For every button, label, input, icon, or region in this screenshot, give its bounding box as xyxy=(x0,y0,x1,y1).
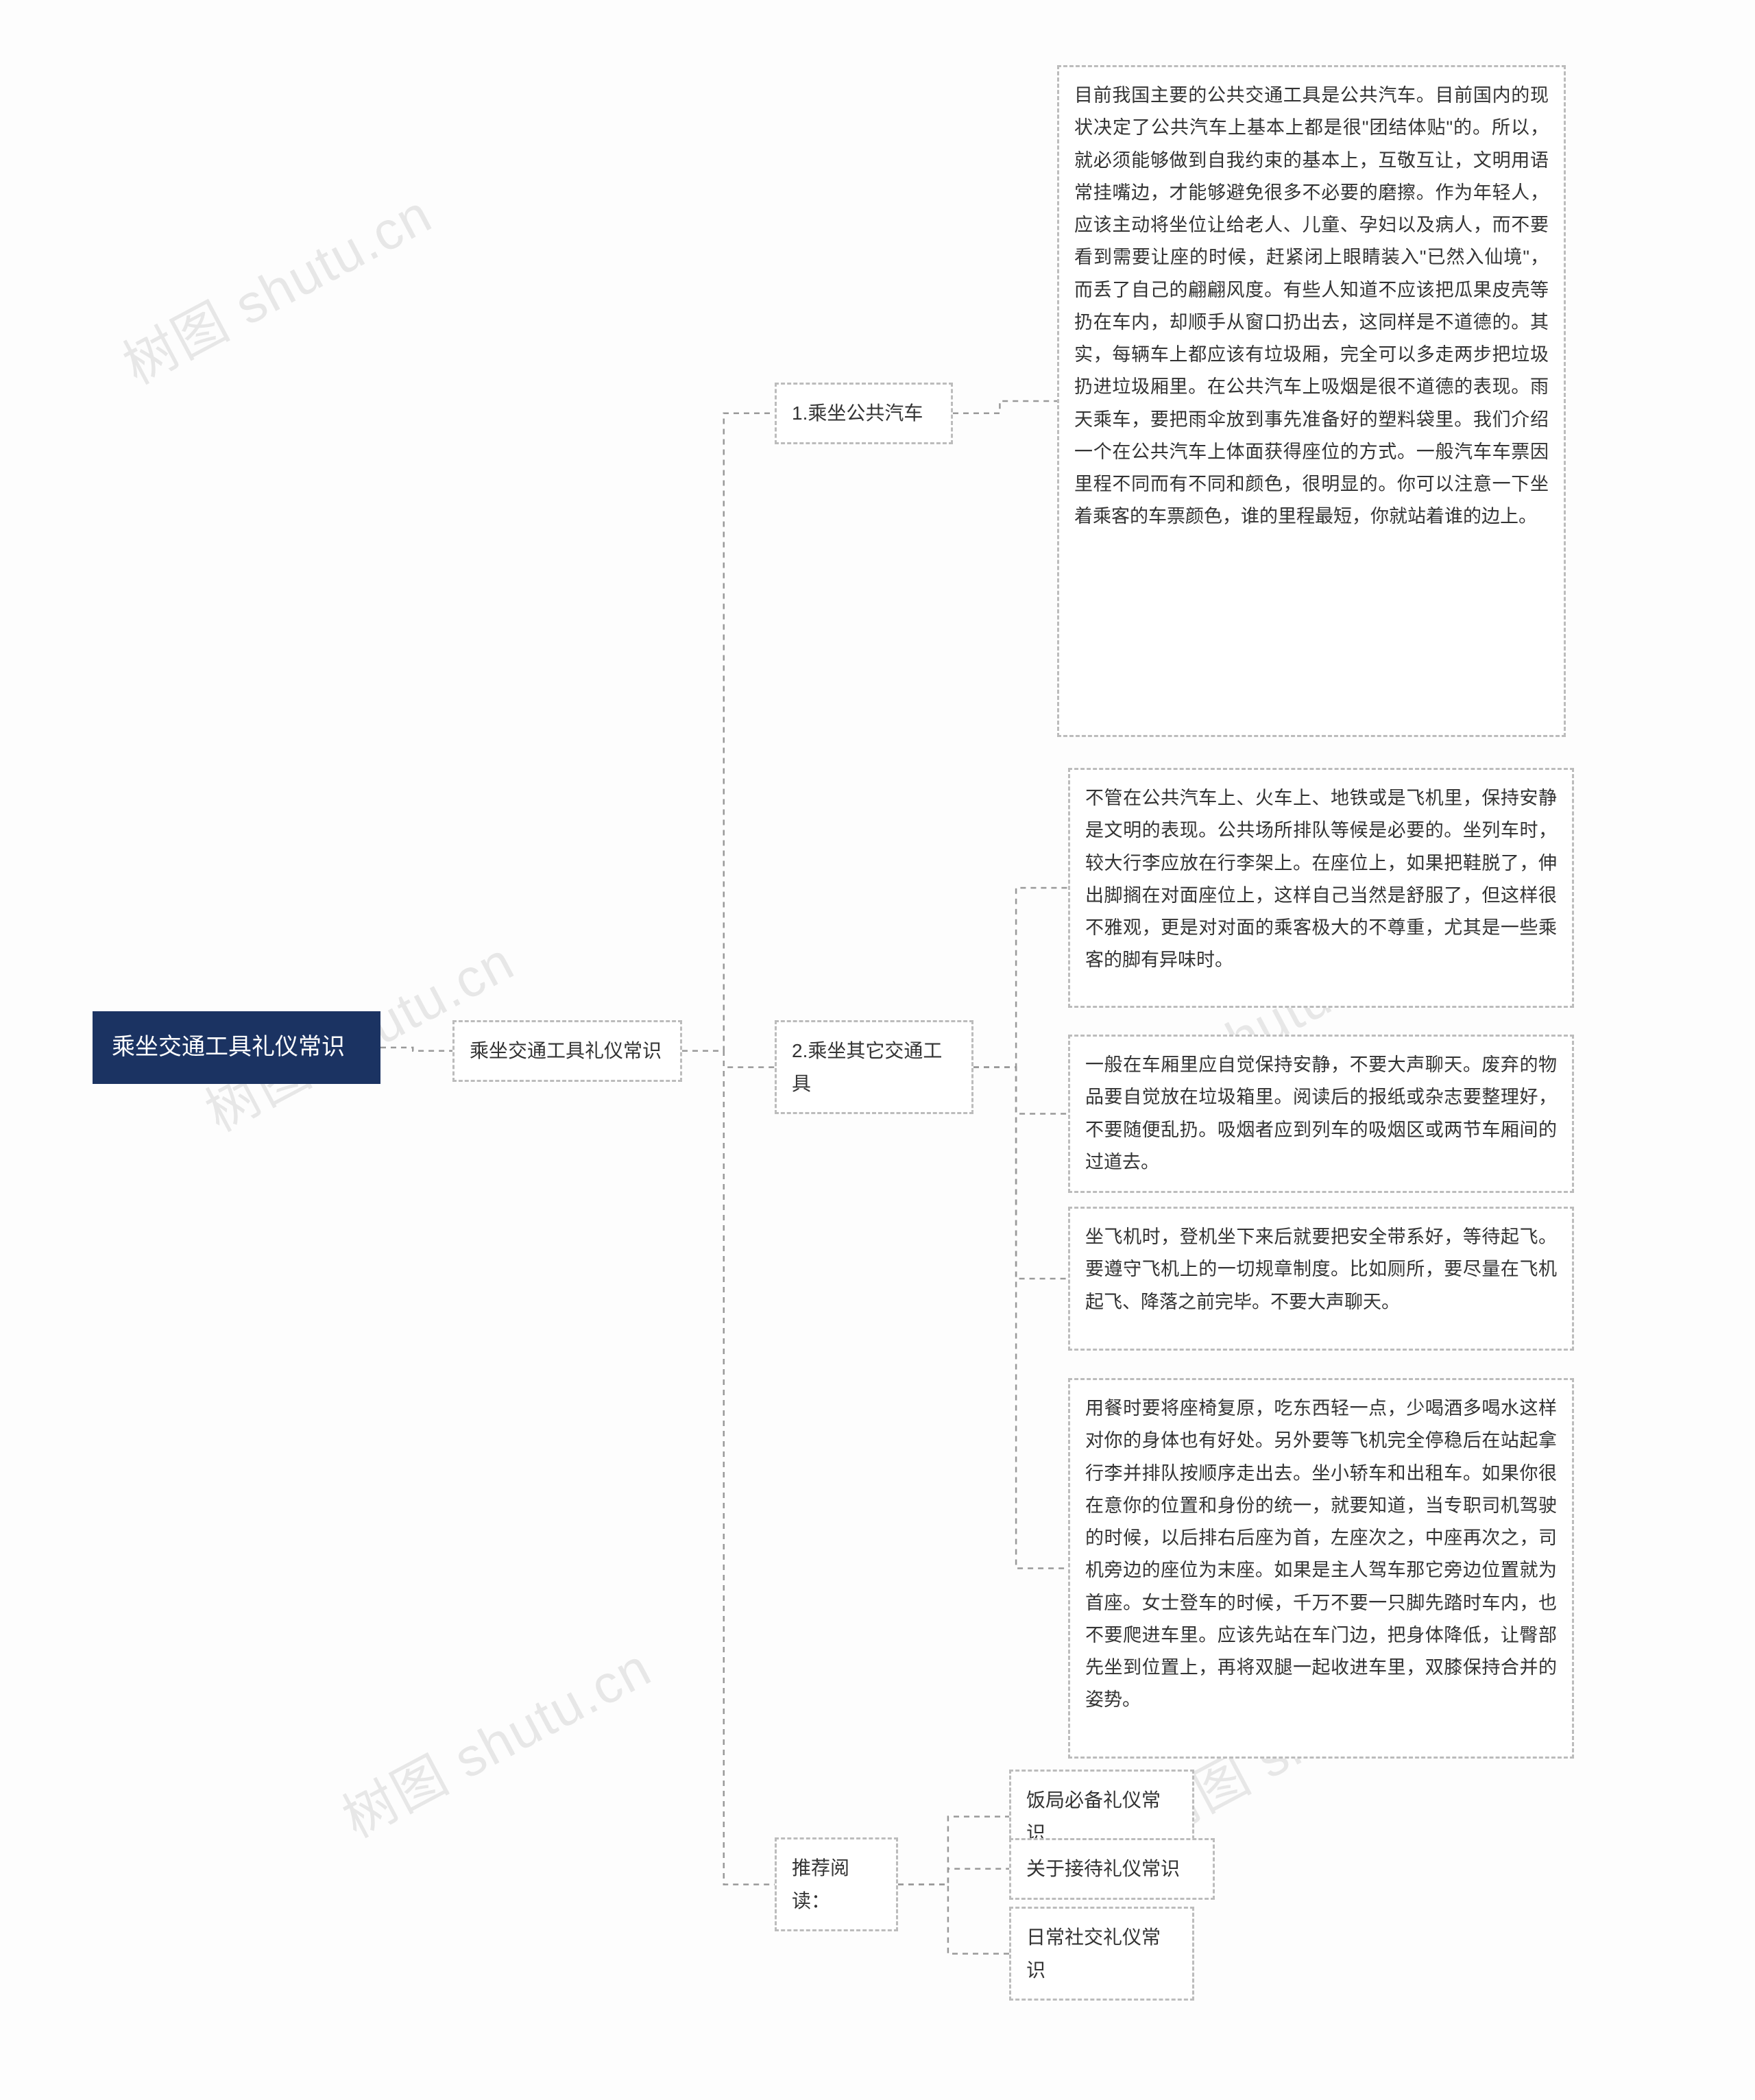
branch-other-transport[interactable]: 2.乘坐其它交通工具 xyxy=(775,1020,973,1114)
branch-bus[interactable]: 1.乘坐公共汽车 xyxy=(775,383,953,444)
branch-recommended[interactable]: 推荐阅读： xyxy=(775,1837,898,1931)
leaf-carriage: 一般在车厢里应自觉保持安静，不要大声聊天。废弃的物品要自觉放在垃圾箱里。阅读后的… xyxy=(1068,1035,1574,1193)
leaf-rec-3[interactable]: 日常社交礼仪常识 xyxy=(1009,1907,1194,2001)
leaf-quiet: 不管在公共汽车上、火车上、地铁或是飞机里，保持安静是文明的表现。公共场所排队等候… xyxy=(1068,768,1574,1008)
leaf-bus-detail: 目前我国主要的公共交通工具是公共汽车。目前国内的现状决定了公共汽车上基本上都是很… xyxy=(1057,65,1566,737)
leaf-rec-2[interactable]: 关于接待礼仪常识 xyxy=(1009,1838,1215,1900)
branch-main[interactable]: 乘坐交通工具礼仪常识 xyxy=(452,1020,682,1082)
mindmap-canvas: 树图 shutu.cn 树图 shutu.cn 树图 shutu.cn 树图 s… xyxy=(0,0,1755,2100)
watermark: 树图 shutu.cn xyxy=(327,1626,662,1852)
root-node[interactable]: 乘坐交通工具礼仪常识 xyxy=(93,1011,380,1084)
leaf-airplane: 坐飞机时，登机坐下来后就要把安全带系好，等待起飞。要遵守飞机上的一切规章制度。比… xyxy=(1068,1207,1574,1351)
leaf-dining-car: 用餐时要将座椅复原，吃东西轻一点，少喝酒多喝水这样对你的身体也有好处。另外要等飞… xyxy=(1068,1378,1574,1759)
watermark: 树图 shutu.cn xyxy=(108,172,443,399)
